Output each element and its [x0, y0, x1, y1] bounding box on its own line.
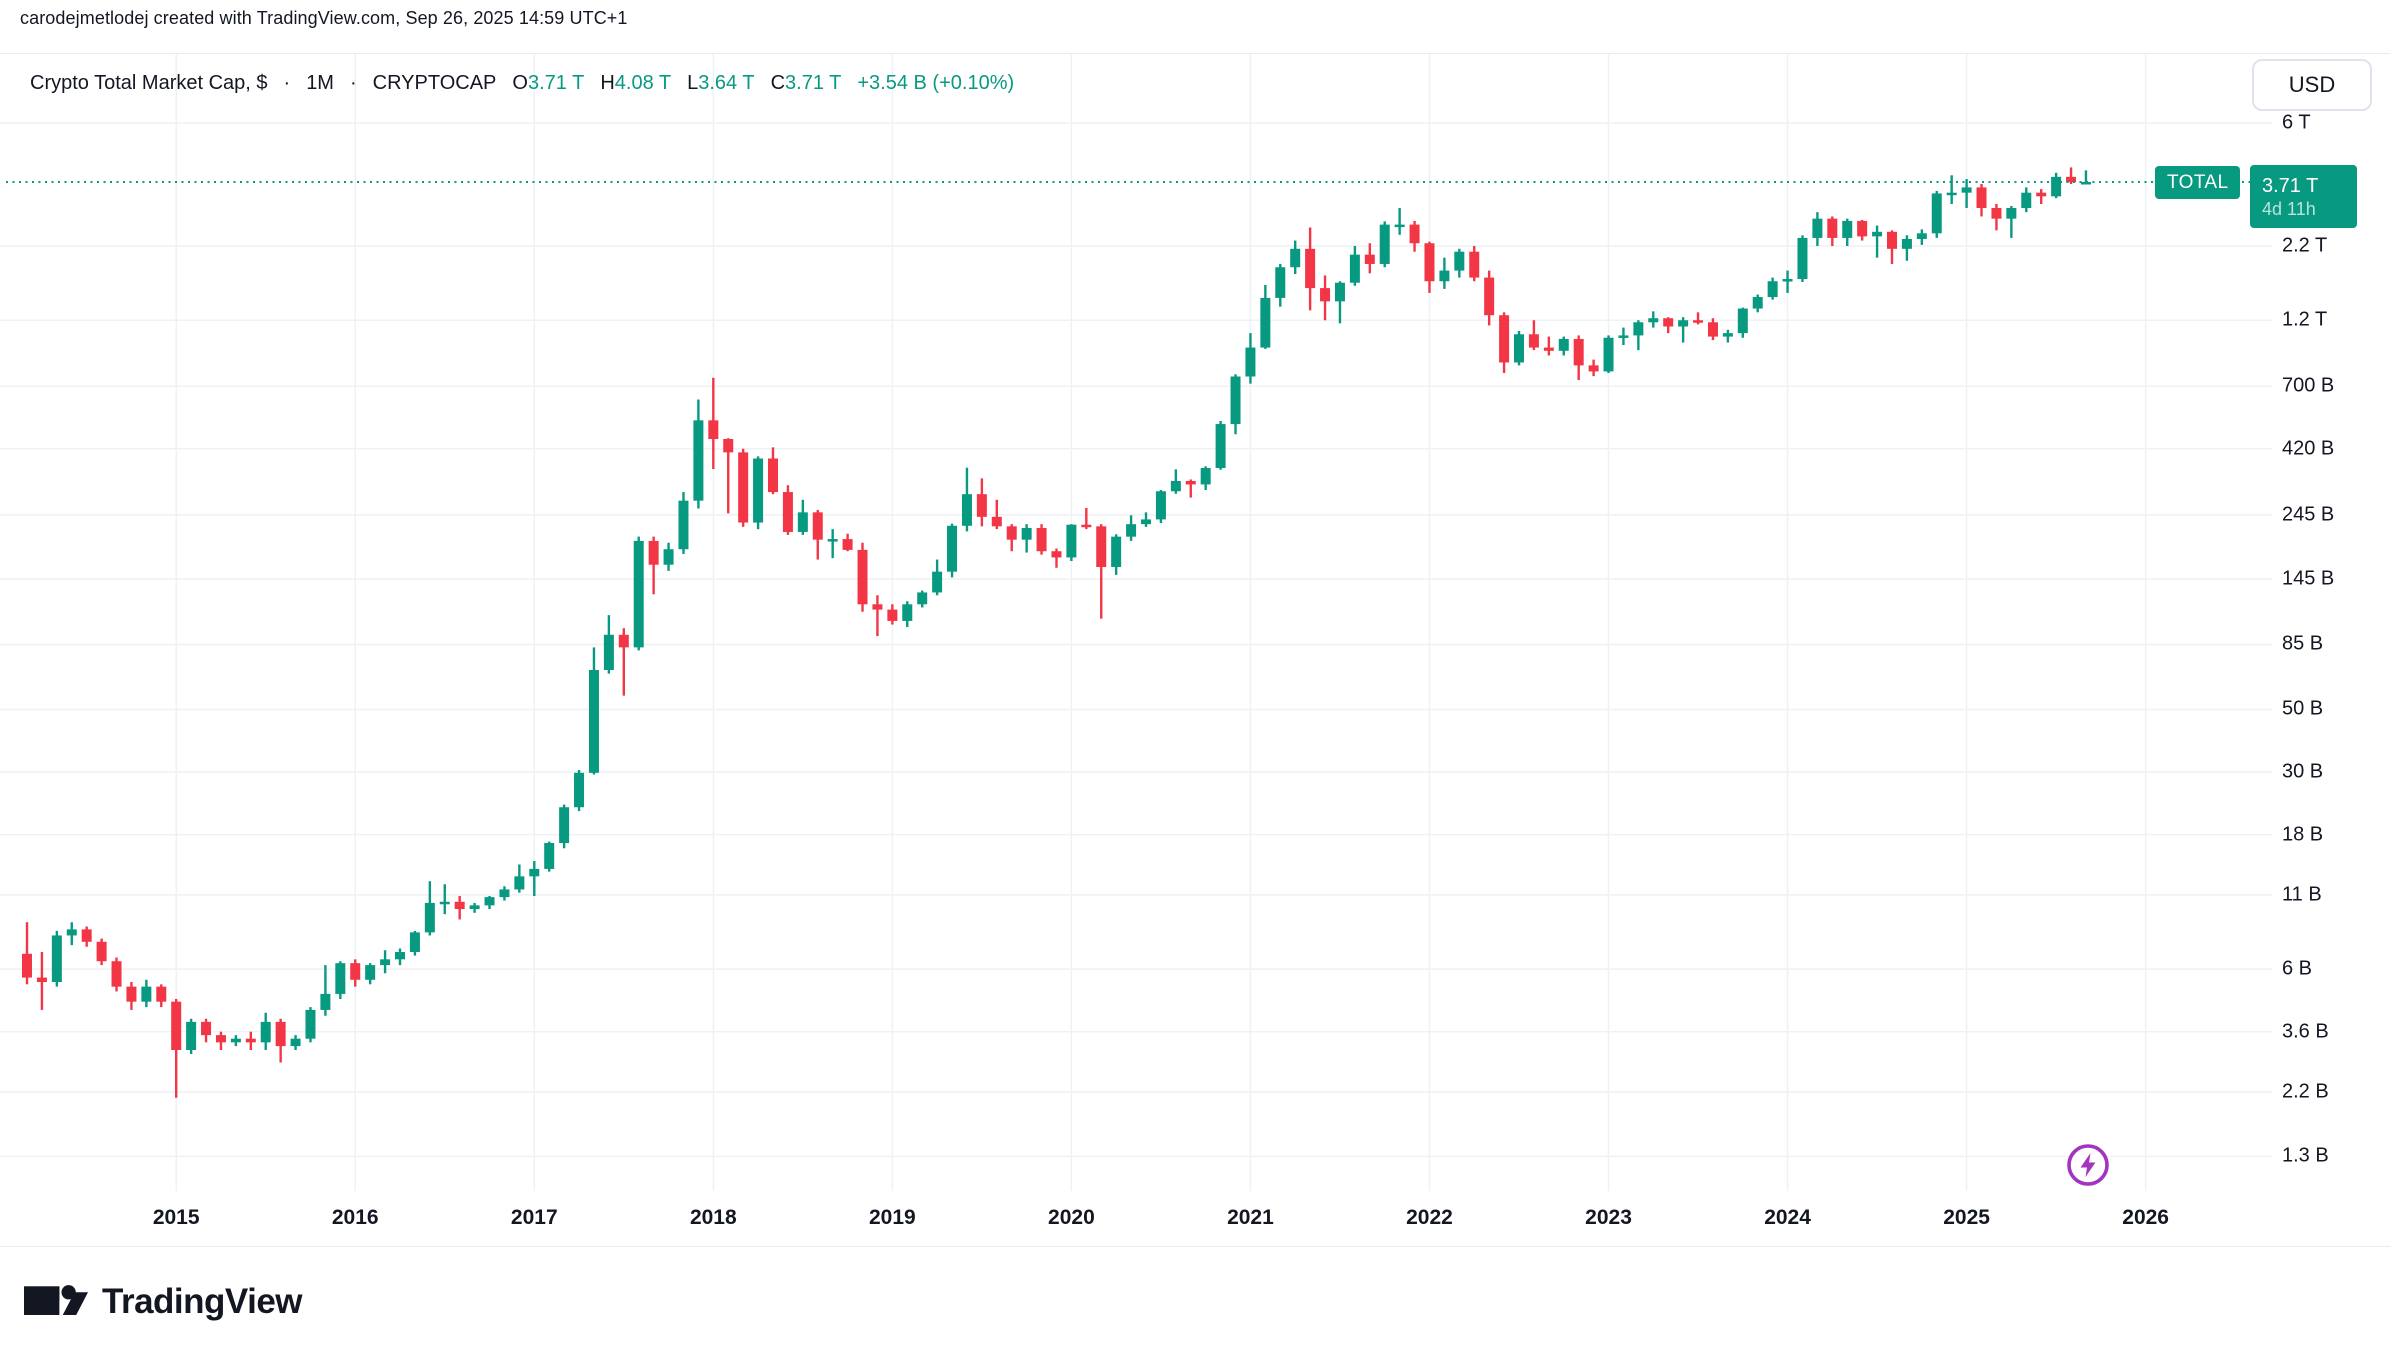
price-tick-label: 145 B — [2282, 567, 2335, 590]
time-tick-label: 2025 — [1943, 1206, 1990, 1229]
ohlc-low: L3.64 T — [687, 72, 754, 95]
price-tick-label: 700 B — [2282, 374, 2335, 397]
price-tick-label: 2.2 T — [2282, 234, 2328, 257]
price-tick-label: 3.6 B — [2282, 1020, 2329, 1043]
high-letter: H — [600, 72, 615, 94]
ohlc-close: C3.71 T — [771, 72, 842, 95]
price-tick-label: 245 B — [2282, 503, 2335, 526]
attribution-text: carodejmetlodej created with TradingView… — [20, 8, 628, 28]
price-tick-label: 85 B — [2282, 632, 2324, 655]
time-tick-label: 2019 — [869, 1206, 916, 1229]
symbol-price-line-label: TOTAL — [2155, 166, 2241, 199]
bar-close-countdown: 4d 11h — [2262, 198, 2316, 219]
time-tick-label: 2026 — [2122, 1206, 2169, 1229]
flash-boost-icon[interactable] — [2066, 1143, 2110, 1187]
price-tick-label: 18 B — [2282, 823, 2324, 846]
interval-label[interactable]: 1M — [306, 72, 334, 94]
change-value: +3.54 B (+0.10%) — [857, 72, 1015, 94]
time-tick-label: 2015 — [152, 1206, 200, 1229]
price-tick-label: 30 B — [2282, 760, 2324, 783]
ohlc-high: H4.08 T — [600, 72, 671, 95]
tradingview-logo-icon[interactable] — [24, 1278, 88, 1325]
candlestick-chart — [0, 54, 2272, 1191]
currency-usd-button[interactable]: USD — [2252, 59, 2372, 111]
time-tick-label: 2022 — [1406, 1206, 1453, 1229]
symbol-legend: Crypto Total Market Cap, $ · 1M · CRYPTO… — [30, 72, 1014, 95]
time-tick-label: 2021 — [1227, 1206, 1274, 1229]
time-tick-label: 2024 — [1764, 1206, 1811, 1229]
last-price-badge: 3.71 T 4d 11h — [2250, 165, 2357, 228]
close-letter: C — [770, 72, 786, 94]
price-tick-label: 6 T — [2282, 111, 2311, 134]
time-tick-label: 2023 — [1585, 1206, 1632, 1229]
ohlc-open: O3.71 T — [512, 72, 584, 95]
open-value: 3.71 T — [527, 72, 585, 94]
price-tick-label: 11 B — [2282, 883, 2322, 906]
exchange-label: CRYPTOCAP — [372, 72, 497, 94]
low-value: 3.64 T — [698, 72, 755, 94]
price-tick-label: 1.3 B — [2282, 1144, 2329, 1167]
time-tick-label: 2020 — [1048, 1206, 1095, 1229]
price-tick-label: 420 B — [2282, 437, 2335, 460]
chart-pane[interactable]: Crypto Total Market Cap, $ · 1M · CRYPTO… — [0, 53, 2390, 1247]
price-tick-label: 2.2 B — [2282, 1080, 2329, 1103]
symbol-title[interactable]: Crypto Total Market Cap, $ — [30, 72, 268, 94]
time-tick-label: 2017 — [510, 1206, 558, 1229]
tradingview-logo-text[interactable]: TradingView — [102, 1281, 303, 1321]
time-tick-label: 2018 — [689, 1206, 737, 1229]
low-letter: L — [687, 72, 699, 94]
close-value: 3.71 T — [785, 72, 842, 94]
footer: TradingView — [24, 1278, 303, 1325]
price-tick-label: 6 B — [2282, 957, 2313, 980]
last-price-value: 3.71 T — [2262, 174, 2319, 197]
price-tick-label: 50 B — [2282, 697, 2324, 720]
price-tick-label: 1.2 T — [2282, 308, 2328, 331]
high-value: 4.08 T — [614, 72, 672, 94]
legend-separator: · — [349, 72, 357, 94]
time-tick-label: 2016 — [331, 1206, 379, 1229]
legend-separator: · — [283, 72, 291, 94]
open-letter: O — [512, 72, 528, 94]
